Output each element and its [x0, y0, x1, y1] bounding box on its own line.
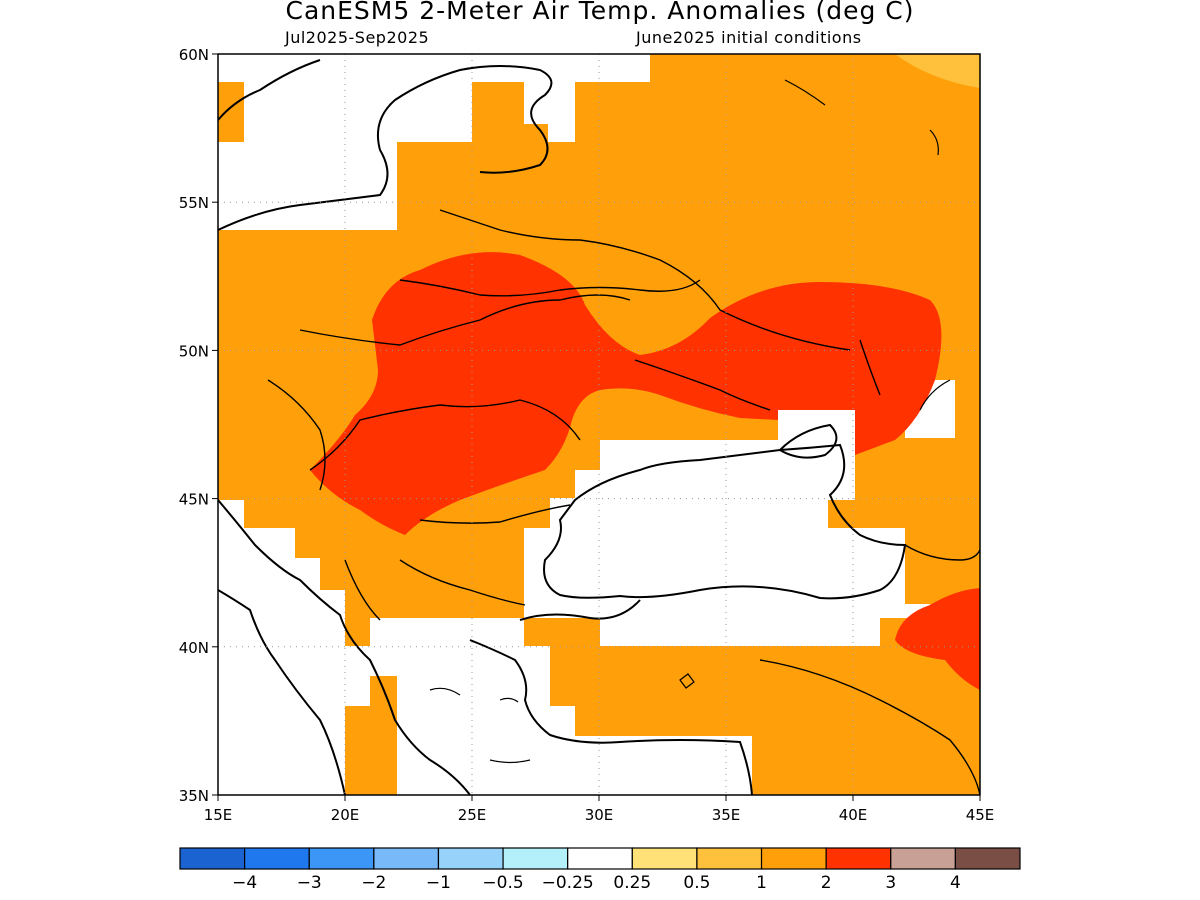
colorbar-label: 3 — [885, 873, 896, 893]
colorbar-swatch — [244, 847, 310, 870]
colorbar-swatch — [373, 847, 440, 870]
colorbar: −4 −3 −2 −1 −0.5 −0.25 0.25 0.5 1 2 3 4 — [179, 847, 1021, 893]
anomaly-0.5-1-region — [895, 54, 980, 88]
longitude-tick-label: 30E — [585, 806, 614, 824]
colorbar-swatch — [760, 847, 827, 870]
latitude-tick-label: 60N — [179, 46, 209, 64]
latitude-tick-label: 50N — [179, 342, 209, 360]
longitude-tick-label: 40E — [839, 806, 868, 824]
map-title: CanESM5 2-Meter Air Temp. Anomalies (deg… — [285, 0, 915, 25]
longitude-axis: 15E 20E 25E 30E 35E 40E 45E — [204, 795, 995, 824]
colorbar-label: −1 — [426, 873, 451, 893]
colorbar-swatch — [825, 847, 892, 870]
coastlines — [218, 59, 907, 795]
colorbar-label: 1 — [756, 873, 767, 893]
colorbar-swatch — [179, 847, 246, 870]
gridlines — [218, 54, 980, 795]
colorbar-label: −0.5 — [482, 873, 523, 893]
longitude-tick-label: 45E — [966, 806, 995, 824]
longitude-tick-label: 25E — [458, 806, 487, 824]
anomaly-field — [218, 54, 980, 795]
islands — [429, 79, 951, 764]
latitude-tick-label: 45N — [179, 491, 209, 509]
latitude-tick-label: 55N — [179, 194, 209, 212]
colorbar-swatch — [502, 847, 569, 870]
latitude-tick-label: 35N — [179, 787, 209, 805]
longitude-tick-label: 20E — [331, 806, 360, 824]
colorbar-label: 4 — [950, 873, 961, 893]
colorbar-label: 2 — [821, 873, 832, 893]
latitude-axis: 60N 55N 50N 45N 40N 35N — [179, 46, 218, 805]
country-borders — [267, 209, 980, 795]
colorbar-swatch — [890, 847, 956, 870]
colorbar-label: −3 — [297, 873, 322, 893]
colorbar-label: 0.25 — [613, 873, 651, 893]
colorbar-label: −2 — [361, 873, 386, 893]
colorbar-label: 0.5 — [683, 873, 710, 893]
colorbar-swatch — [567, 847, 633, 870]
colorbar-label: −4 — [232, 873, 257, 893]
initial-conditions: June2025 initial conditions — [636, 28, 862, 47]
longitude-tick-label: 15E — [204, 806, 233, 824]
longitude-tick-label: 35E — [712, 806, 741, 824]
colorbar-swatch — [631, 847, 698, 870]
latitude-tick-label: 40N — [179, 639, 209, 657]
colorbar-swatch — [696, 847, 763, 870]
colorbar-label: −0.25 — [542, 873, 594, 893]
colorbar-swatch — [437, 847, 504, 870]
forecast-period: Jul2025-Sep2025 — [285, 28, 430, 47]
colorbar-swatch — [954, 847, 1021, 870]
colorbar-swatch — [308, 847, 375, 870]
